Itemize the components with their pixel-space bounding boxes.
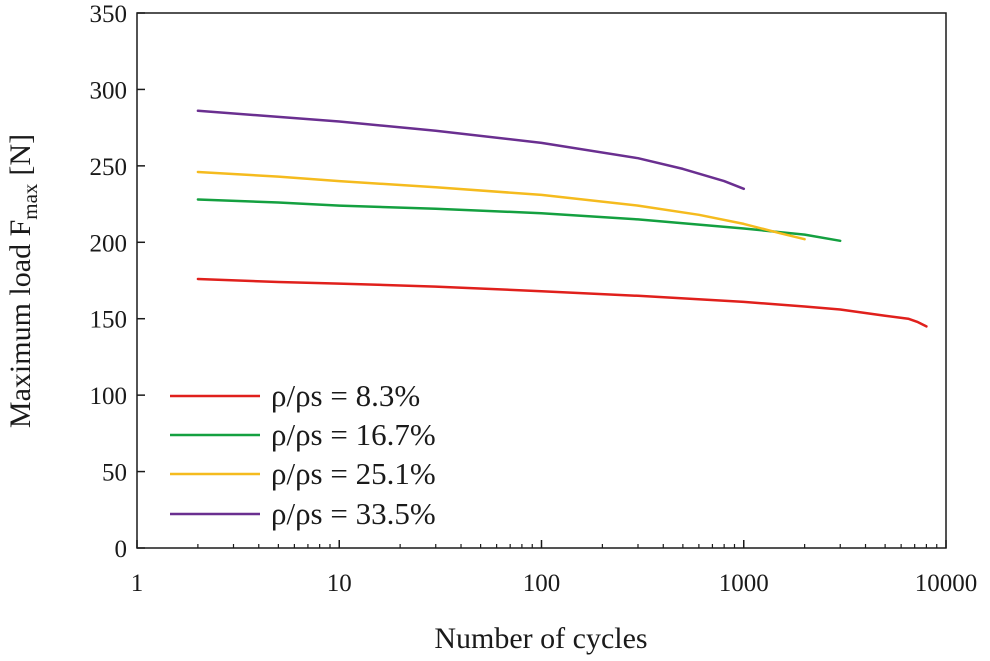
y-tick-label: 150: [90, 307, 128, 334]
x-tick-label: 1: [131, 570, 144, 597]
y-tick-label: 50: [102, 460, 127, 487]
axes: [136, 12, 947, 549]
y-tick-label: 300: [90, 77, 128, 104]
y-tick-label: 100: [90, 383, 128, 410]
legend-label-4: ρ/ρs = 33.5%: [271, 496, 436, 531]
y-axis-title-main: Maximum load F: [4, 220, 37, 428]
y-axis-title-unit: [N]: [4, 134, 37, 176]
legend-label-1: ρ/ρs = 8.3%: [271, 378, 420, 413]
tick-labels: 0 50 100 150 200 250 300 350 1 10 100 1000 10000: [90, 1, 978, 597]
y-tick-label: 250: [90, 154, 128, 181]
x-tick-label: 10000: [915, 570, 978, 597]
series-line-4: [196, 109, 746, 191]
series-line-3: [196, 170, 806, 241]
y-tick-label: 200: [90, 230, 128, 257]
x-axis-title: Number of cycles: [434, 622, 647, 655]
y-tick-label: 0: [115, 536, 128, 563]
y-axis-title-subscript: max: [18, 183, 42, 220]
y-axis-title: Maximum load Fmax [N]: [4, 134, 42, 428]
x-tick-label: 100: [523, 570, 561, 597]
series-lines: [196, 109, 928, 328]
legend-label-2: ρ/ρs = 16.7%: [271, 417, 436, 452]
y-tick-label: 350: [90, 1, 128, 28]
x-tick-label: 1000: [719, 570, 769, 597]
x-tick-label: 10: [327, 570, 352, 597]
legend: ρ/ρs = 8.3% ρ/ρs = 16.7% ρ/ρs = 25.1% ρ/ρs …: [170, 378, 436, 531]
legend-label-3: ρ/ρs = 25.1%: [271, 456, 436, 491]
series-line-2: [196, 198, 842, 243]
series-line-1: [196, 277, 928, 328]
